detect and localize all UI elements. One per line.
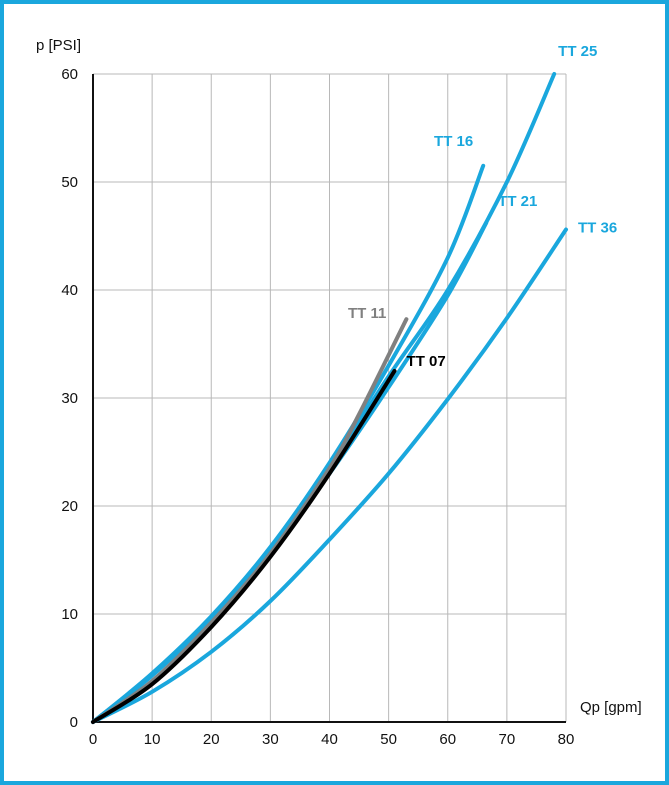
x-tick-label: 80 (558, 731, 575, 748)
x-tick-label: 0 (89, 731, 97, 748)
axes (92, 74, 566, 723)
series-line-tt-16 (91, 163, 486, 724)
series-label-tt-16: TT 16 (434, 133, 473, 150)
series-label-tt-11: TT 11 (348, 305, 386, 322)
y-tick-label: 10 (61, 606, 78, 623)
series-lines (91, 72, 568, 724)
series-line-tt-07 (91, 369, 397, 724)
series-label-tt-36: TT 36 (578, 220, 617, 237)
y-tick-label: 60 (61, 66, 78, 83)
series-label-tt-21: TT 21 (498, 193, 537, 210)
x-tick-label: 40 (321, 731, 338, 748)
y-axis-label: p [PSI] (36, 37, 81, 54)
x-tick-label: 30 (262, 731, 279, 748)
x-tick-label: 60 (439, 731, 456, 748)
x-tick-label: 70 (499, 731, 516, 748)
series-line-tt-36 (91, 227, 568, 724)
series-labels: TT 36 TT 25 TT 21 TT 16 TT 11 TT 07 (348, 43, 617, 370)
y-tick-label: 30 (61, 390, 78, 407)
series-line-tt-11 (91, 317, 409, 724)
x-tick-label: 10 (144, 731, 161, 748)
tick-labels: 0 10 20 30 40 50 60 70 80 0 10 20 30 40 50 60 (61, 66, 574, 748)
series-label-tt-25: TT 25 (558, 43, 597, 60)
y-tick-label: 40 (61, 282, 78, 299)
y-tick-label: 50 (61, 174, 78, 191)
grid (93, 73, 567, 722)
x-tick-label: 50 (380, 731, 397, 748)
y-tick-label: 20 (61, 498, 78, 515)
x-tick-label: 20 (203, 731, 220, 748)
x-axis-label: Qp [gpm] (580, 699, 642, 716)
y-tick-label: 0 (70, 714, 78, 731)
series-label-tt-07: TT 07 (407, 353, 446, 370)
